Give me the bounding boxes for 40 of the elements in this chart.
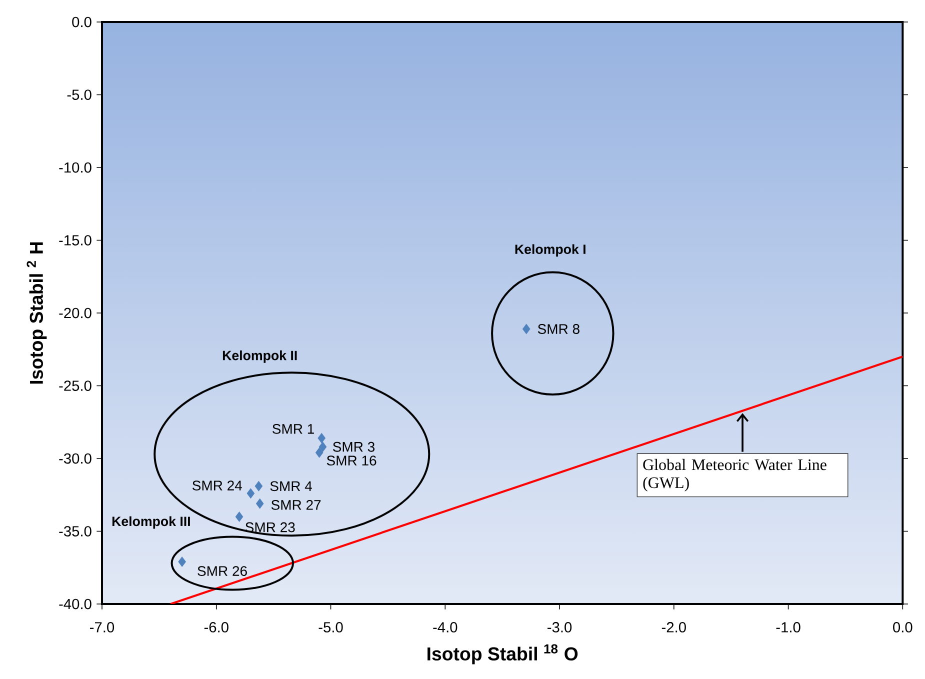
y-tick-label: 0.0 bbox=[72, 16, 92, 28]
annotation: Kelompok I bbox=[515, 244, 586, 257]
y-tick-label: -40.0 bbox=[59, 598, 92, 610]
point bbox=[522, 324, 530, 334]
y-tick-label: -10.0 bbox=[59, 162, 92, 173]
annotation: Kelompok II bbox=[222, 350, 297, 363]
x-tick-label: -3.0 bbox=[548, 622, 572, 632]
annotation: Global Meteoric Water Line (GWL) bbox=[643, 458, 826, 492]
data-label: SMR 4 bbox=[270, 481, 312, 492]
data-label: SMR 1 bbox=[272, 424, 314, 434]
point bbox=[246, 488, 255, 498]
data-label: SMR 27 bbox=[271, 500, 321, 510]
y-tick-label: -25.0 bbox=[59, 380, 92, 391]
y-axis-title: Isotop Stabil $^{2}$ H bbox=[26, 242, 47, 384]
y-tick-label: -5.0 bbox=[67, 90, 92, 100]
data-label: SMR 16 bbox=[326, 456, 376, 466]
point bbox=[254, 481, 263, 492]
point bbox=[256, 498, 264, 509]
y-tick-label: -20.0 bbox=[59, 308, 92, 318]
x-tick-label: -4.0 bbox=[433, 622, 458, 632]
y-tick-label: -30.0 bbox=[59, 453, 92, 464]
x-tick-label: -7.0 bbox=[90, 622, 114, 632]
data-label: SMR 3 bbox=[332, 442, 375, 452]
x-tick-label: -1.0 bbox=[776, 622, 800, 632]
point bbox=[315, 448, 324, 458]
annotation: Kelompok III bbox=[112, 516, 190, 529]
point bbox=[318, 442, 327, 452]
x-tick-label: -5.0 bbox=[318, 622, 343, 632]
point bbox=[178, 556, 186, 567]
x-tick-label: 0.0 bbox=[893, 622, 912, 632]
x-tick-label: -2.0 bbox=[662, 622, 686, 632]
data-label: SMR 24 bbox=[192, 480, 242, 490]
point bbox=[318, 433, 326, 444]
x-tick-label: -6.0 bbox=[204, 622, 228, 632]
point bbox=[235, 512, 244, 522]
y-tick-label: -35.0 bbox=[59, 526, 92, 536]
data-label: SMR 26 bbox=[198, 566, 247, 576]
data-label: SMR 8 bbox=[538, 324, 580, 334]
x-axis-title: Isotop Stabil $^{18}$ O bbox=[428, 644, 578, 664]
y-tick-label: -15.0 bbox=[59, 235, 92, 246]
